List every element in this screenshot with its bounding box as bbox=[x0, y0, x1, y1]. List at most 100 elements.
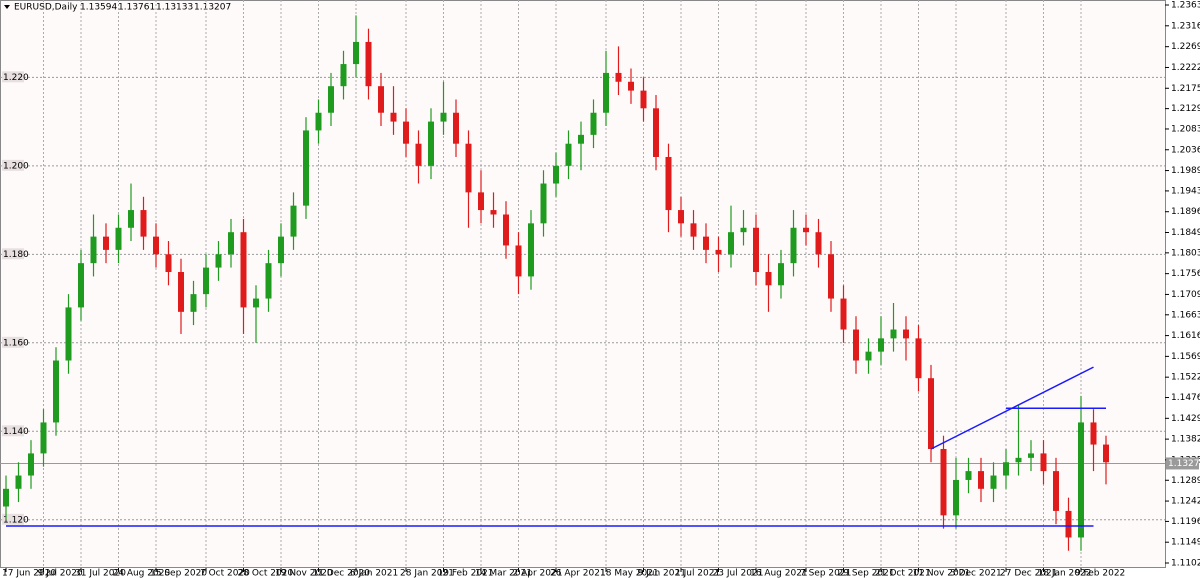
candle-body bbox=[578, 134, 584, 144]
y-tick-label: 1.23635 bbox=[1171, 1, 1200, 11]
y-tick-label: 1.18493 bbox=[1171, 228, 1200, 238]
candle-body bbox=[503, 214, 509, 246]
candle-body bbox=[640, 90, 647, 109]
y-tick-label: 1.20363 bbox=[1171, 145, 1200, 155]
x-tick-label: 17 Jun 2020 bbox=[2, 569, 56, 578]
y-tick-label: 1.18033 bbox=[1171, 248, 1200, 258]
candle-body bbox=[128, 210, 134, 228]
level-label: 1.160 bbox=[3, 338, 29, 348]
candle-body bbox=[178, 272, 184, 312]
candle-body bbox=[353, 41, 359, 65]
candle-body bbox=[915, 338, 922, 379]
candle-body bbox=[790, 227, 797, 264]
candle-body bbox=[840, 298, 847, 330]
y-tick-label: 1.15693 bbox=[1171, 352, 1200, 362]
x-tick-label: 2 Apr 2021 bbox=[513, 569, 563, 578]
y-tick-label: 1.11023 bbox=[1171, 559, 1200, 569]
y-tick-label: 1.19893 bbox=[1171, 166, 1200, 176]
candle-body bbox=[428, 121, 434, 166]
candle-body bbox=[853, 329, 859, 361]
menu-icon[interactable] bbox=[4, 5, 10, 9]
candle-body bbox=[1003, 462, 1009, 476]
x-tick-label: 11 Nov 2021 bbox=[913, 569, 971, 578]
candle-body bbox=[265, 263, 272, 299]
candle-body bbox=[28, 453, 34, 476]
y-tick-label: 1.23165 bbox=[1171, 21, 1200, 31]
x-tick-label: 9 Feb 2022 bbox=[1075, 569, 1125, 578]
level-label: 1.200 bbox=[3, 161, 29, 171]
x-tick-label: 16 Aug 2021 bbox=[750, 569, 808, 578]
level-label-bg bbox=[2, 159, 24, 171]
candle-body bbox=[1015, 457, 1022, 463]
x-tick-label: 27 Dec 2021 bbox=[1000, 569, 1058, 578]
header: 1.13594 1.13761 1.13133 1.13207 bbox=[80, 3, 231, 13]
level-label-bg bbox=[2, 336, 24, 348]
candle-body bbox=[765, 272, 772, 286]
x-tick-label: 19 Feb 2021 bbox=[438, 569, 494, 578]
x-tick-label: 9 Jun 2021 bbox=[638, 569, 686, 578]
candle-body bbox=[453, 112, 459, 144]
candle-body bbox=[403, 121, 409, 144]
y-tick-label: 1.16163 bbox=[1171, 331, 1200, 341]
x-tick-label: 9 Jul 2020 bbox=[38, 569, 83, 578]
y-tick-label: 1.15223 bbox=[1171, 373, 1200, 383]
candle-body bbox=[103, 236, 109, 250]
candle-body bbox=[678, 210, 684, 224]
level-label-bg bbox=[2, 513, 24, 525]
candle-body bbox=[728, 232, 734, 255]
candle-body bbox=[903, 329, 909, 339]
y-tick-label: 1.19433 bbox=[1171, 186, 1200, 196]
candle-body bbox=[590, 112, 597, 135]
candle-body bbox=[490, 210, 497, 215]
level-label: 1.120 bbox=[3, 515, 29, 525]
candle-body bbox=[1103, 444, 1109, 463]
candle-body bbox=[365, 41, 372, 87]
candle-body bbox=[815, 232, 822, 255]
candle-body bbox=[53, 360, 59, 423]
candle-body bbox=[290, 205, 297, 237]
candle-body bbox=[190, 294, 197, 312]
level-label-bg bbox=[2, 71, 24, 83]
candle-body bbox=[90, 236, 97, 264]
y-tick-label: 1.11963 bbox=[1171, 517, 1200, 527]
y-tick-label: 1.21753 bbox=[1171, 84, 1200, 94]
level-label: 1.140 bbox=[3, 427, 29, 437]
y-tick-label: 1.16633 bbox=[1171, 310, 1200, 320]
candle-body bbox=[715, 249, 722, 255]
y-tick-label: 1.22223 bbox=[1171, 63, 1200, 73]
candle-body bbox=[778, 263, 784, 286]
candle-body bbox=[15, 475, 22, 489]
candle-body bbox=[240, 232, 247, 308]
candle-body bbox=[203, 267, 209, 295]
last-price-box bbox=[1166, 457, 1199, 470]
candle-body bbox=[378, 86, 384, 113]
candle-body bbox=[803, 227, 809, 233]
candle-body bbox=[153, 236, 159, 255]
candle-body bbox=[628, 81, 634, 91]
candle-body bbox=[390, 112, 397, 122]
level-label: 1.180 bbox=[3, 250, 29, 260]
x-tick-label: 24 Aug 2020 bbox=[113, 569, 171, 578]
y-tick-label: 1.11493 bbox=[1171, 538, 1200, 548]
y-tick-label: 1.21293 bbox=[1171, 104, 1200, 114]
candle-body bbox=[740, 227, 747, 233]
x-tick-label: 3 Dec 2021 bbox=[950, 569, 1002, 578]
candle-body bbox=[928, 378, 934, 449]
candle-body bbox=[965, 471, 972, 480]
candle-body bbox=[303, 130, 309, 206]
candle-body bbox=[653, 108, 659, 157]
chart-title: EURUSD,Daily bbox=[14, 3, 78, 13]
candle-body bbox=[278, 236, 284, 264]
level-label: 1.220 bbox=[3, 73, 29, 83]
candle-body bbox=[540, 183, 547, 224]
y-tick-label: 1.12893 bbox=[1171, 476, 1200, 486]
x-tick-label: 14 Mar 2021 bbox=[475, 569, 532, 578]
candle-body bbox=[615, 72, 622, 82]
candle-body bbox=[753, 227, 759, 273]
y-tick-label: 1.13823 bbox=[1171, 435, 1200, 445]
y-tick-label: 1.22693 bbox=[1171, 42, 1200, 52]
candle-body bbox=[465, 143, 472, 193]
candle-body bbox=[528, 223, 534, 277]
candle-body bbox=[253, 298, 259, 308]
